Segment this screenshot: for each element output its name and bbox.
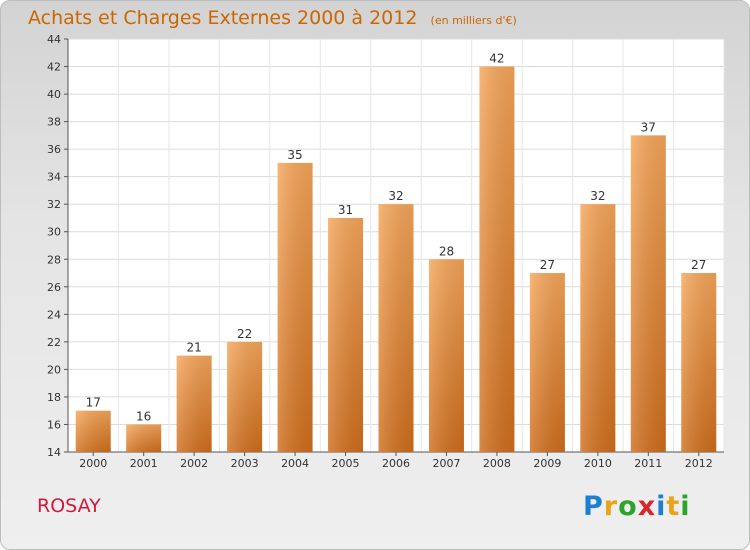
logo-letter: o <box>618 491 638 522</box>
y-tick-label: 14 <box>47 446 61 459</box>
data-label: 28 <box>439 244 454 258</box>
x-tick-label: 2012 <box>685 457 713 470</box>
bar-shade <box>681 273 717 452</box>
x-tick-label: 2009 <box>533 457 561 470</box>
x-tick-label: 2000 <box>79 457 107 470</box>
logo-letter: x <box>637 491 657 522</box>
commune-name: ROSAY <box>37 495 101 517</box>
y-tick-label: 30 <box>47 226 61 239</box>
data-label: 32 <box>388 189 403 203</box>
y-tick-label: 44 <box>47 33 61 46</box>
y-tick-label: 34 <box>47 171 61 184</box>
x-tick-label: 2003 <box>231 457 259 470</box>
x-tick-label: 2008 <box>483 457 511 470</box>
bar-shade <box>328 217 364 452</box>
data-label: 42 <box>489 52 504 66</box>
data-label: 27 <box>540 258 555 272</box>
bar-shade <box>630 135 666 452</box>
y-tick-label: 42 <box>47 61 61 74</box>
bars <box>75 66 717 453</box>
bar-shade <box>479 66 515 453</box>
data-label: 27 <box>691 258 706 272</box>
x-tick-label: 2002 <box>180 457 208 470</box>
logo-letter: r <box>603 491 619 522</box>
bar-shade <box>126 424 162 452</box>
data-label: 16 <box>136 409 151 423</box>
y-tick-label: 26 <box>47 281 61 294</box>
logo-letter: P <box>583 491 604 522</box>
data-label: 35 <box>287 148 302 162</box>
x-tick-label: 2010 <box>584 457 612 470</box>
value-labels: 17 16 21 22 35 31 32 28 42 27 32 37 27 <box>86 52 707 424</box>
data-label: 31 <box>338 203 353 217</box>
proxiti-logo: Proxiti <box>583 491 691 522</box>
logo-letter: t <box>666 491 681 522</box>
bar-shade <box>580 204 616 452</box>
y-tick-label: 20 <box>47 363 61 376</box>
bar-shade <box>75 410 111 452</box>
data-label: 32 <box>590 189 605 203</box>
data-label: 22 <box>237 327 252 341</box>
data-label: 21 <box>187 341 202 355</box>
y-tick-label: 18 <box>47 391 61 404</box>
y-tick-label: 28 <box>47 253 61 266</box>
title-row: Achats et Charges Externes 2000 à 2012 (… <box>28 7 517 29</box>
x-tick-label: 2004 <box>281 457 309 470</box>
x-tick-label: 2001 <box>130 457 158 470</box>
y-tick-label: 32 <box>47 198 61 211</box>
axes: 14 16 18 20 22 24 26 28 30 32 34 36 38 40 42 44 2000 2001… <box>47 33 724 470</box>
logo-letter: i <box>656 491 667 522</box>
logo-letter: i <box>680 491 691 522</box>
y-tick-label: 24 <box>47 308 61 321</box>
bar-shade <box>428 259 464 452</box>
y-tick-label: 38 <box>47 116 61 129</box>
x-tick-label: 2005 <box>332 457 360 470</box>
x-tick-label: 2006 <box>382 457 410 470</box>
bar-shade <box>277 162 313 452</box>
bar-shade <box>529 273 565 452</box>
data-label: 17 <box>86 396 101 410</box>
data-label: 37 <box>641 120 656 134</box>
bar-shade <box>227 341 263 452</box>
y-tick-label: 36 <box>47 143 61 156</box>
x-tick-label: 2007 <box>432 457 460 470</box>
y-tick-label: 40 <box>47 88 61 101</box>
y-tick-label: 22 <box>47 336 61 349</box>
bar-shade <box>378 204 414 452</box>
x-tick-label: 2011 <box>634 457 662 470</box>
bar-shade <box>176 355 212 452</box>
chart-title: Achats et Charges Externes 2000 à 2012 <box>28 7 418 29</box>
y-tick-label: 16 <box>47 418 61 431</box>
chart-subtitle: (en milliers d'€) <box>430 14 517 27</box>
